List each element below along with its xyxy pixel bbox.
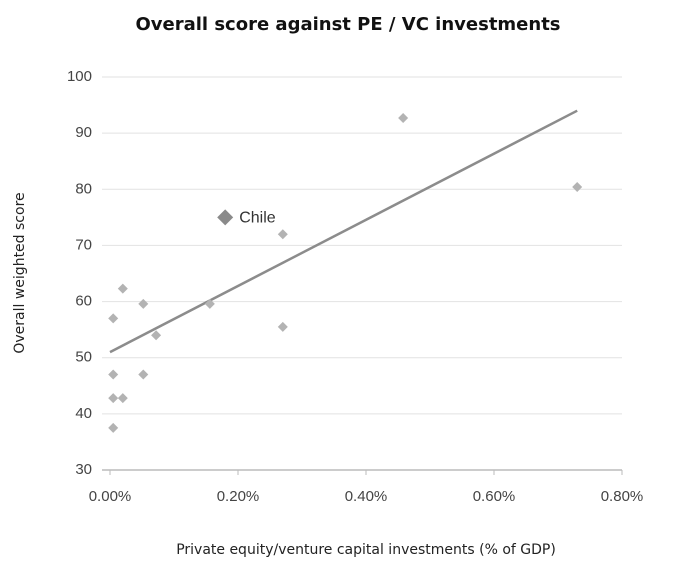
point bbox=[572, 182, 583, 193]
point bbox=[108, 369, 119, 380]
point bbox=[108, 313, 119, 324]
point bbox=[204, 298, 215, 309]
y-tick-label: 60 bbox=[75, 293, 92, 310]
point bbox=[117, 283, 128, 294]
highlight-point bbox=[217, 209, 234, 226]
x-tick-label: 0.60% bbox=[473, 488, 516, 505]
y-tick-label: 100 bbox=[67, 68, 92, 85]
point bbox=[151, 330, 162, 341]
y-tick-label: 80 bbox=[75, 180, 92, 197]
y-tick-label: 50 bbox=[75, 349, 92, 366]
x-axis-label: Private equity/venture capital investmen… bbox=[176, 542, 556, 558]
x-tick-label: 0.40% bbox=[345, 488, 388, 505]
y-tick-label: 90 bbox=[75, 124, 92, 141]
annotation: Chile bbox=[239, 210, 276, 227]
point bbox=[138, 298, 149, 309]
y-tick-label: 40 bbox=[75, 405, 92, 422]
y-axis-label: Overall weighted score bbox=[12, 192, 28, 353]
point bbox=[398, 112, 409, 123]
chart-title: Overall score against PE / VC investment… bbox=[135, 14, 560, 35]
point bbox=[277, 229, 288, 240]
x-tick-label: 0.80% bbox=[601, 488, 644, 505]
y-tick-label: 30 bbox=[75, 461, 92, 478]
point bbox=[108, 422, 119, 433]
point bbox=[117, 393, 128, 404]
x-tick-label: 0.00% bbox=[89, 488, 132, 505]
x-tick-label: 0.20% bbox=[217, 488, 260, 505]
y-tick-label: 70 bbox=[75, 236, 92, 253]
point bbox=[277, 321, 288, 332]
point bbox=[108, 393, 119, 404]
point bbox=[138, 369, 149, 380]
trend-line bbox=[109, 109, 578, 354]
